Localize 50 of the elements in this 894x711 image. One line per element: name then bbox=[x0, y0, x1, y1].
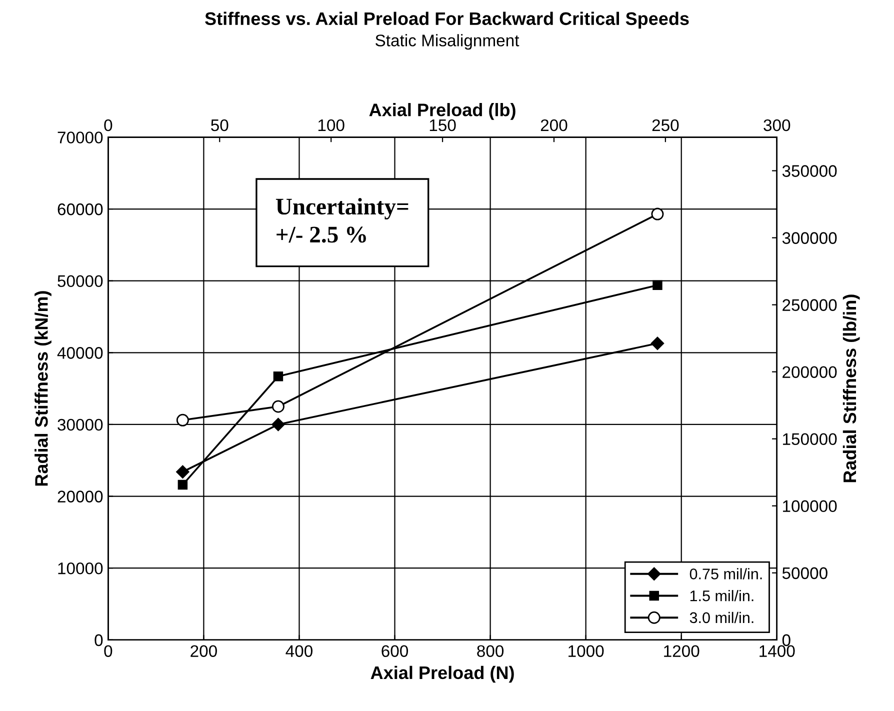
chart-title: Stiffness vs. Axial Preload For Backward Critical Speeds bbox=[205, 12, 689, 29]
point bbox=[651, 208, 664, 220]
x-tick-label: 200 bbox=[190, 645, 217, 658]
x2-tick-label: 300 bbox=[764, 119, 790, 132]
x-tick-label: 1000 bbox=[568, 645, 604, 658]
x-tick-label: 0 bbox=[104, 645, 112, 658]
y-tick-label: 20000 bbox=[58, 490, 103, 502]
y-tick-label: 60000 bbox=[58, 203, 103, 216]
y2-tick-label: 150000 bbox=[783, 433, 837, 446]
point bbox=[176, 465, 190, 478]
x2-tick-label: 100 bbox=[318, 119, 344, 132]
y-tick-label: 10000 bbox=[58, 562, 103, 574]
x-tick-label: 1200 bbox=[664, 645, 700, 658]
y2-tick-label: 300000 bbox=[782, 232, 837, 244]
x2-axis-title: Axial Preload (lb) bbox=[369, 103, 516, 120]
x2-tick-label: 250 bbox=[652, 119, 679, 132]
y2-tick-label: 250000 bbox=[782, 299, 837, 311]
point bbox=[273, 371, 284, 382]
point bbox=[178, 480, 188, 490]
y2-tick-label: 350000 bbox=[782, 165, 837, 177]
point bbox=[650, 336, 664, 350]
y-tick-label: 0 bbox=[94, 634, 103, 646]
y2-tick-label: 200000 bbox=[782, 366, 837, 378]
legend-label: 0.75 mil/in. bbox=[690, 568, 762, 580]
x-tick-label: 600 bbox=[382, 645, 408, 658]
x2-tick-label: 150 bbox=[430, 119, 456, 132]
x-tick-label: 800 bbox=[477, 645, 504, 658]
chart-subtitle: Static Misalignment bbox=[376, 34, 520, 50]
x-tick-label: 1400 bbox=[760, 645, 795, 658]
y2-tick-label: 0 bbox=[782, 634, 790, 646]
x-axis-title: Axial Preload (N) bbox=[370, 666, 514, 683]
y-axis-title: Radial Stiffness (kN/m) bbox=[34, 291, 52, 486]
y2-axis-title: Radial Stiffness (lb/in) bbox=[842, 294, 860, 482]
x2-tick-label: 200 bbox=[540, 119, 568, 132]
y2-tick-label: 50000 bbox=[782, 567, 828, 580]
y-tick-label: 30000 bbox=[58, 418, 103, 431]
y-tick-label: 40000 bbox=[57, 347, 103, 359]
y-tick-label: 50000 bbox=[58, 275, 103, 288]
legend-label: 3.0 mil/in. bbox=[690, 612, 754, 624]
x2-tick-label: 50 bbox=[211, 119, 228, 132]
x-tick-label: 400 bbox=[286, 645, 312, 658]
x2-tick-label: 0 bbox=[104, 119, 112, 132]
point bbox=[272, 400, 284, 413]
point bbox=[652, 280, 662, 290]
y-tick-label: 70000 bbox=[58, 132, 103, 144]
point bbox=[272, 418, 285, 432]
annotation: Uncertainty= +/- 2.5 % bbox=[276, 198, 408, 243]
y2-tick-label: 100000 bbox=[783, 500, 837, 512]
legend-label: 1.5 mil/in. bbox=[690, 590, 754, 602]
point bbox=[176, 414, 189, 426]
